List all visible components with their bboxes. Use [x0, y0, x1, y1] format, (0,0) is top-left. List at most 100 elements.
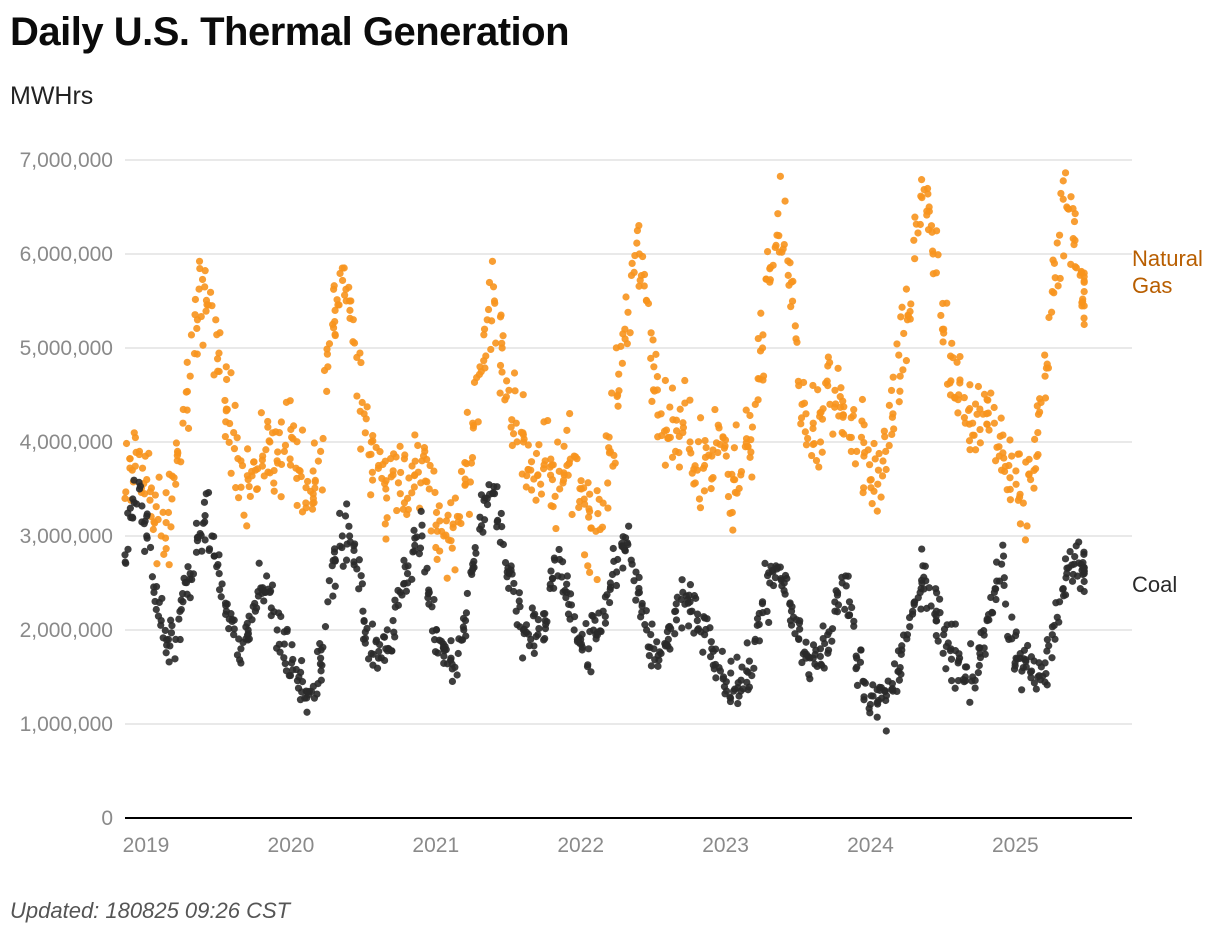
data-point: [143, 512, 151, 520]
data-point: [788, 603, 796, 611]
data-point: [868, 499, 876, 508]
data-point: [787, 303, 795, 311]
data-point: [380, 633, 389, 641]
data-point: [420, 444, 429, 452]
data-point: [303, 477, 312, 486]
data-point: [850, 406, 858, 414]
axis-layer: 0 1,000,000 2,000,000 3,000,000 4,000,000 5,0…: [20, 149, 1132, 857]
data-point: [1035, 659, 1043, 667]
data-point: [724, 492, 733, 501]
data-point: [748, 423, 757, 431]
data-point: [1015, 493, 1024, 501]
data-point: [409, 548, 417, 556]
data-point: [701, 453, 710, 461]
data-point: [444, 511, 452, 519]
data-point: [126, 455, 134, 463]
data-point: [1080, 273, 1088, 281]
data-point: [481, 364, 489, 372]
data-point: [404, 505, 412, 514]
data-point: [443, 574, 451, 582]
data-point: [425, 485, 433, 493]
data-point: [758, 598, 767, 606]
data-point: [917, 176, 926, 184]
data-point: [396, 490, 404, 498]
data-point: [451, 566, 459, 574]
data-point: [700, 461, 709, 470]
data-point: [286, 455, 294, 463]
data-point: [160, 550, 168, 558]
data-point: [860, 696, 868, 704]
data-point: [550, 584, 558, 592]
data-point: [686, 608, 694, 616]
data-point: [1067, 193, 1075, 201]
data-point: [685, 622, 693, 630]
data-point: [223, 600, 231, 608]
data-point: [383, 494, 391, 502]
data-point: [780, 241, 788, 249]
data-point: [693, 466, 701, 474]
data-point: [174, 449, 182, 457]
data-point: [974, 382, 982, 391]
data-point: [535, 441, 543, 449]
data-point: [188, 575, 196, 584]
data-point: [593, 575, 601, 584]
data-point: [1010, 665, 1019, 673]
data-point: [563, 572, 571, 580]
data-point: [829, 430, 837, 438]
data-point: [727, 669, 735, 677]
data-point: [215, 570, 223, 578]
data-point: [881, 433, 889, 441]
data-point: [358, 580, 366, 588]
data-point: [172, 480, 180, 488]
data-point: [750, 664, 758, 672]
data-point: [498, 523, 506, 531]
data-point: [523, 472, 531, 480]
data-point: [480, 325, 489, 333]
data-point: [969, 419, 977, 427]
data-point: [455, 513, 464, 521]
data-point: [355, 585, 363, 593]
data-point: [223, 405, 231, 414]
data-point: [289, 422, 298, 430]
data-point: [754, 396, 762, 404]
data-point: [1053, 239, 1061, 247]
data-point: [919, 562, 927, 570]
data-point: [161, 626, 169, 635]
data-point: [410, 483, 418, 491]
data-point: [162, 489, 170, 497]
data-point: [152, 605, 160, 614]
data-point: [701, 614, 709, 622]
data-point: [391, 633, 399, 641]
data-point: [897, 650, 905, 658]
data-point: [505, 568, 513, 576]
data-point: [1061, 169, 1070, 177]
data-point: [200, 498, 209, 506]
data-point: [763, 248, 772, 256]
data-point: [618, 359, 626, 367]
data-point: [647, 662, 656, 670]
data-point: [567, 601, 576, 609]
data-point: [778, 248, 786, 256]
data-point: [655, 656, 663, 664]
data-point: [648, 397, 656, 406]
data-point: [999, 552, 1008, 560]
data-point: [826, 358, 834, 367]
data-point: [766, 276, 774, 284]
data-point: [130, 476, 138, 484]
data-point: [971, 676, 979, 684]
data-point: [151, 519, 159, 527]
data-point: [566, 590, 575, 598]
data-point: [797, 420, 805, 428]
data-point: [621, 547, 629, 555]
x-tick-label: 2025: [992, 834, 1039, 857]
data-point: [126, 504, 134, 512]
data-point: [742, 406, 750, 414]
data-point: [225, 625, 233, 633]
data-point: [1071, 210, 1079, 218]
data-point: [459, 623, 467, 631]
data-point: [701, 436, 709, 445]
data-point: [955, 650, 963, 658]
data-point: [984, 409, 992, 417]
data-point: [784, 271, 792, 279]
data-point: [657, 649, 665, 658]
